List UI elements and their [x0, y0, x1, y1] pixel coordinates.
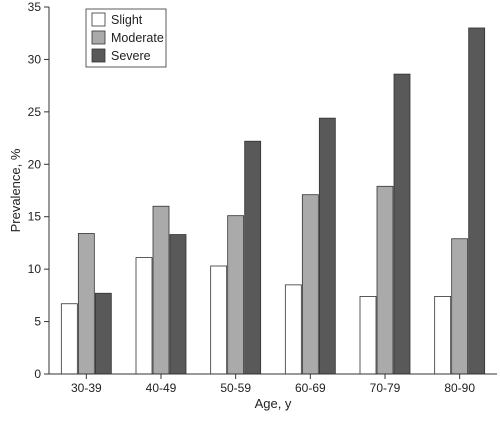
axes: Prevalence, % Age, y 0 5 10 15 20 25 30 35 30-39…	[8, 0, 497, 411]
bar-severe-60-69	[318, 117, 336, 375]
y-tick-label: 0	[34, 367, 41, 381]
bar-slight-80-90	[434, 296, 452, 375]
plot-area	[60, 27, 486, 375]
bar-moderate-40-49	[152, 205, 170, 375]
legend-swatch-severe	[91, 48, 106, 63]
bar-severe-50-59	[244, 140, 262, 375]
bar-moderate-30-39	[77, 233, 95, 375]
bar-slight-60-69	[284, 284, 302, 375]
y-tick-label: 20	[28, 157, 42, 171]
legend-swatch-slight	[91, 12, 106, 27]
y-tick-label: 30	[28, 52, 42, 66]
bar-slight-30-39	[60, 303, 78, 375]
bar-slight-50-59	[210, 265, 228, 375]
y-tick-label: 15	[28, 210, 42, 224]
x-tick-label: 50-59	[220, 381, 251, 395]
x-axis-title: Age, y	[255, 396, 292, 411]
y-axis-title: Prevalence, %	[8, 148, 23, 232]
legend-label-severe: Severe	[111, 49, 151, 63]
x-tick-label: 30-39	[71, 381, 102, 395]
x-tick-label: 80-90	[444, 381, 475, 395]
bar-severe-40-49	[169, 234, 187, 375]
x-tick-label: 70-79	[370, 381, 401, 395]
y-tick-label: 10	[28, 262, 42, 276]
bar-severe-30-39	[94, 292, 112, 375]
y-tick-label: 35	[28, 0, 42, 14]
bar-moderate-60-69	[301, 194, 319, 375]
bar-moderate-80-90	[451, 238, 469, 375]
bar-slight-70-79	[359, 296, 377, 375]
legend-swatch-moderate	[91, 30, 106, 45]
bar-severe-70-79	[393, 73, 411, 375]
bar-severe-80-90	[468, 27, 486, 375]
legend: Slight Moderate Severe	[85, 8, 167, 68]
y-tick-label: 25	[28, 105, 42, 119]
legend-label-slight: Slight	[111, 13, 143, 27]
legend-label-moderate: Moderate	[111, 31, 164, 45]
x-tick-label: 40-49	[146, 381, 177, 395]
x-tick-label: 60-69	[295, 381, 326, 395]
bar-slight-40-49	[135, 257, 153, 375]
bar-moderate-50-59	[227, 215, 245, 375]
bar-moderate-70-79	[376, 185, 394, 375]
y-tick-label: 5	[34, 315, 41, 329]
